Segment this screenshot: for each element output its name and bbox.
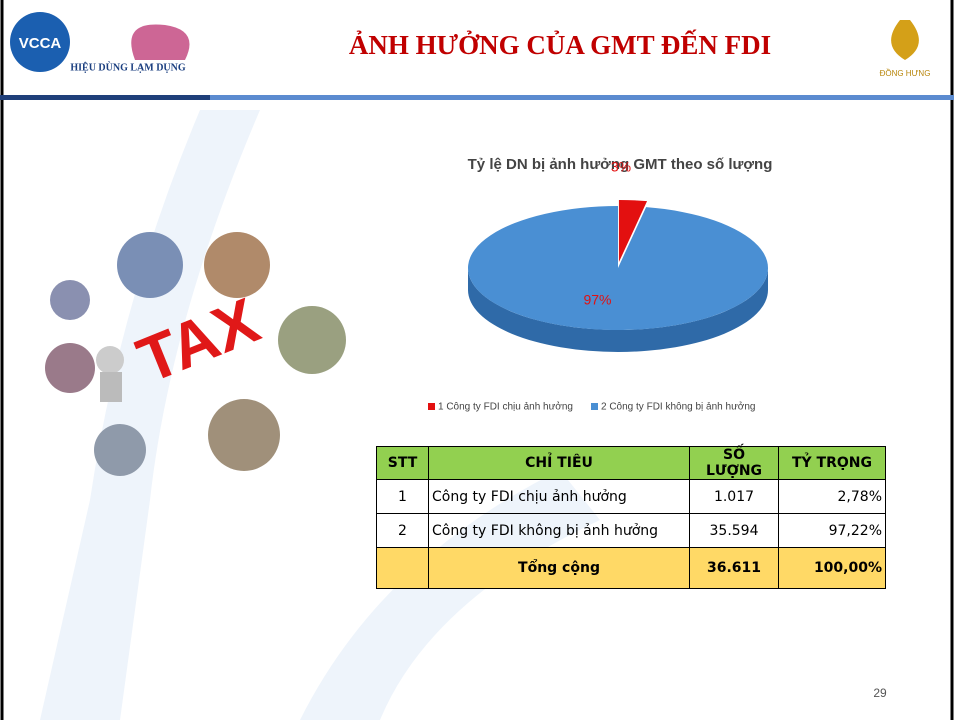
legend-swatch [428,403,435,410]
illustration: TAX [45,232,346,476]
logo-text: VCCA [19,35,62,52]
page-number: 29 [873,686,887,700]
cell: 2,78% [778,479,886,514]
cell: 97,22% [778,513,886,548]
cell: Công ty FDI không bị ảnh hưởng [428,513,690,548]
logo [891,20,919,60]
cell: 35.594 [689,513,779,548]
logo [10,12,70,72]
legend-label: 1 Công ty FDI chịu ảnh hưởng [438,401,573,413]
table-header: STT CHỈ TIÊU SỐ LƯỢNG TỶ TRỌNG [376,446,886,480]
header-cell: SỐ LƯỢNG [689,446,779,480]
logo-text: HIỆU DÙNG LẠM DỤNG [70,60,186,73]
data-table: STT CHỈ TIÊU SỐ LƯỢNG TỶ TRỌNG 1 Công ty… [376,446,886,589]
cell: 1.017 [689,479,779,514]
cell: 36.611 [689,547,779,589]
header-bar [0,95,954,100]
pie-depth [468,268,768,352]
cell: Công ty FDI chịu ảnh hưởng [428,479,690,514]
legend-label: 2 Công ty FDI không bị ảnh hưởng [601,401,755,413]
pie-slice [618,200,648,263]
logo [131,24,190,60]
header-cell: CHỈ TIÊU [428,446,690,480]
cell [376,547,429,589]
cell: 1 [376,479,429,514]
header-cell: TỶ TRỌNG [778,446,886,480]
slide-title: ẢNH HƯỞNG CỦA GMT ĐẾN FDI [349,29,771,60]
cell: Tổng cộng [428,547,690,589]
data-label: 3% [611,159,631,175]
header-cell: STT [376,446,429,480]
pie-slice [467,206,769,330]
cell: 100,00% [778,547,886,589]
table-total: Tổng cộng 36.611 100,00% [376,547,886,589]
table-row: 1 Công ty FDI chịu ảnh hưởng 1.017 2,78% [376,479,886,514]
legend-swatch [591,403,598,410]
data-label: 97% [583,292,611,308]
watermark [40,110,260,720]
table-row: 2 Công ty FDI không bị ảnh hưởng 35.594 … [376,513,886,548]
cell: 2 [376,513,429,548]
chart-title: Tỷ lệ DN bị ảnh hưởng GMT theo số lượng [468,156,773,173]
logo-text: ĐỒNG HƯNG [880,68,931,78]
header-bar [0,95,210,100]
